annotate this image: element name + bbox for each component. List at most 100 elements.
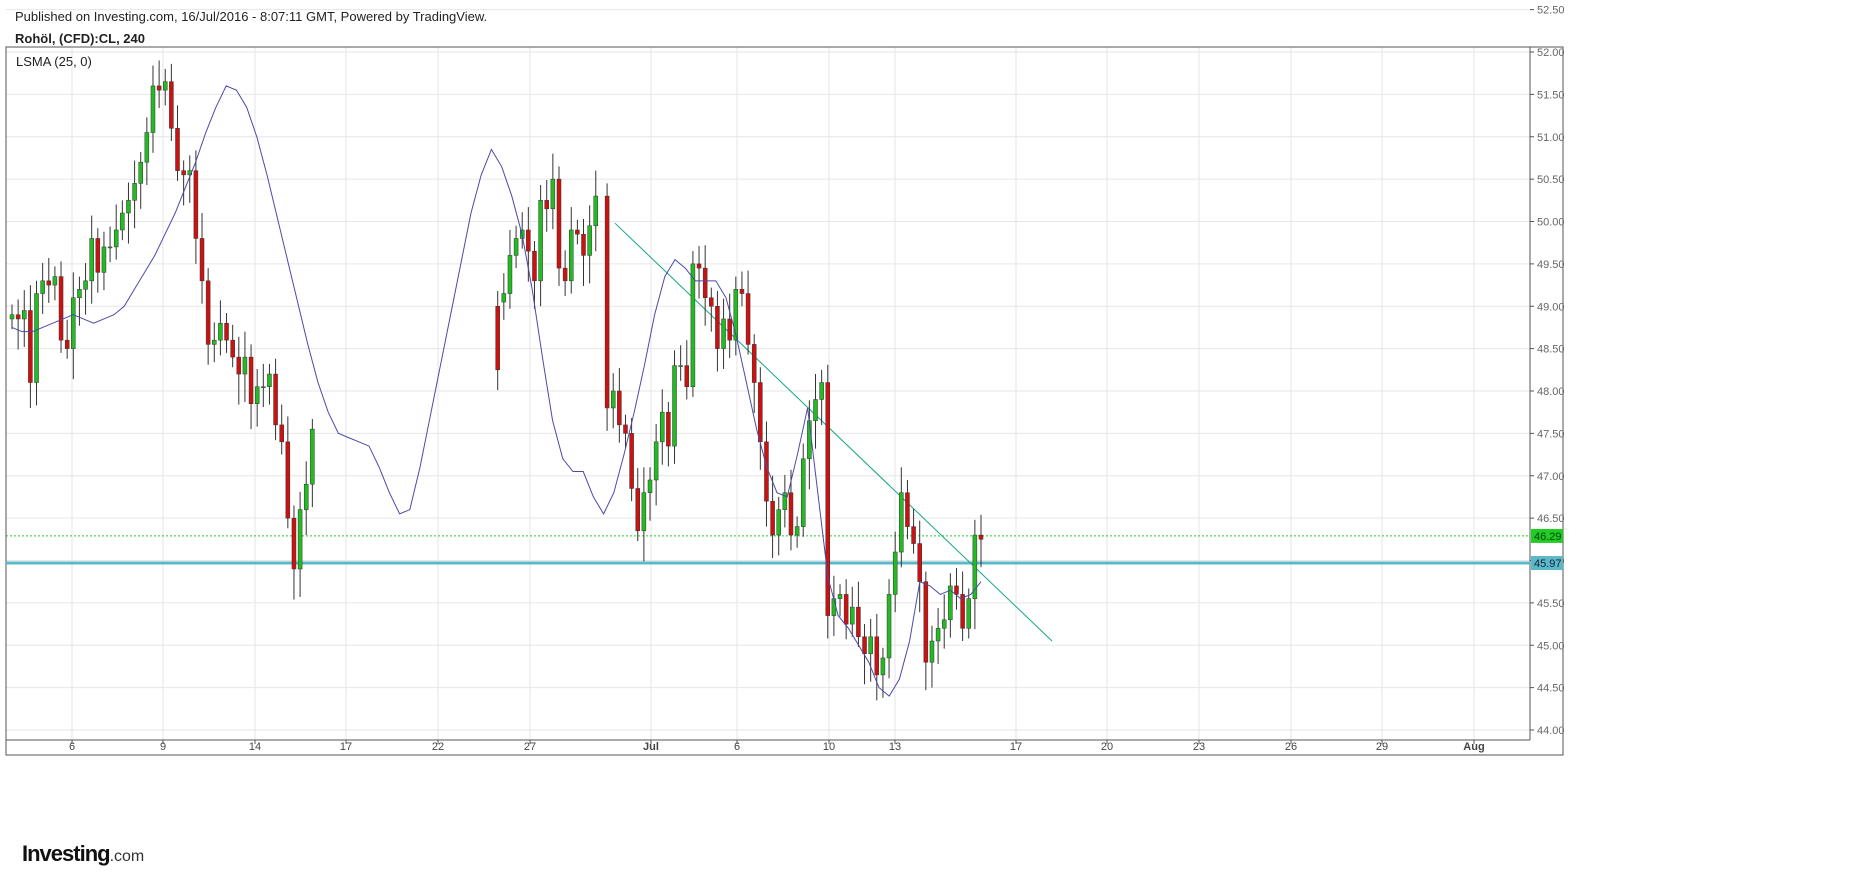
candle[interactable] [120,200,125,241]
candle[interactable] [593,170,599,252]
candle[interactable] [156,60,162,108]
candle[interactable] [800,443,806,537]
candle[interactable] [71,272,76,380]
candle[interactable] [132,160,137,229]
candle[interactable] [721,298,726,369]
candle[interactable] [653,424,659,506]
candle[interactable] [22,290,27,347]
candle[interactable] [126,182,131,244]
candle[interactable] [279,404,284,455]
candle[interactable] [739,271,745,307]
candle[interactable] [972,519,978,630]
candle[interactable] [948,573,953,638]
candle[interactable] [495,290,500,391]
candle[interactable] [850,586,855,637]
candle[interactable] [575,219,580,245]
candle[interactable] [905,479,910,540]
candle[interactable] [113,204,119,260]
candle[interactable] [144,117,150,186]
candle[interactable] [138,152,143,209]
candle[interactable] [64,319,70,359]
candle[interactable] [569,207,574,294]
candle[interactable] [745,270,751,355]
candle[interactable] [181,160,186,206]
investing-logo[interactable]: Investing.com [22,841,144,867]
candle[interactable] [230,324,235,368]
candle[interactable] [101,231,107,291]
candle[interactable] [236,336,242,405]
candle[interactable] [715,290,720,372]
candle[interactable] [58,261,64,353]
candle[interactable] [819,369,824,425]
candle[interactable] [538,185,543,307]
candle[interactable] [205,268,211,365]
candle[interactable] [9,304,15,330]
candle[interactable] [966,588,971,639]
candle[interactable] [935,607,941,664]
candle[interactable] [224,313,229,353]
candle[interactable] [641,467,647,562]
candle[interactable] [696,246,702,299]
candle[interactable] [501,273,507,320]
candle[interactable] [635,468,640,542]
candle[interactable] [303,461,309,536]
candle[interactable] [978,514,984,568]
candle[interactable] [550,153,556,230]
candle[interactable] [28,285,33,408]
candle[interactable] [892,531,898,613]
candle[interactable] [212,322,217,363]
candle[interactable] [83,263,88,315]
candle[interactable] [794,516,800,548]
candle[interactable] [843,579,849,640]
candle[interactable] [507,229,513,309]
candle[interactable] [581,218,586,286]
candle[interactable] [923,571,929,691]
candle[interactable] [660,389,665,465]
candle[interactable] [261,363,266,408]
candle[interactable] [248,344,254,430]
candle[interactable] [886,579,892,679]
candle[interactable] [764,421,769,527]
candle[interactable] [34,280,39,406]
candle[interactable] [46,257,52,303]
candle[interactable] [899,467,904,568]
candle[interactable] [954,568,959,610]
candle[interactable] [291,505,297,600]
candle[interactable] [666,402,671,467]
candle[interactable] [175,105,180,181]
candle[interactable] [929,625,935,688]
candle[interactable] [89,215,94,304]
trendline[interactable] [614,222,1053,642]
candle[interactable] [837,584,843,617]
candle[interactable] [544,179,549,232]
candle[interactable] [868,618,873,682]
candle[interactable] [758,367,763,470]
candle[interactable] [562,250,568,297]
candle[interactable] [95,228,101,293]
candle[interactable] [782,474,788,528]
candle[interactable] [709,287,714,332]
candle[interactable] [556,166,562,286]
candle[interactable] [672,350,677,464]
candle[interactable] [242,331,248,403]
candle[interactable] [678,345,683,381]
candle[interactable] [169,63,174,141]
lsma-line[interactable] [11,85,982,697]
candle[interactable] [617,368,622,443]
candle[interactable] [813,374,818,449]
candle[interactable] [40,263,45,314]
candle[interactable] [770,475,775,558]
candle[interactable] [825,364,831,639]
candle[interactable] [254,368,260,427]
candle[interactable] [917,520,922,613]
candle[interactable] [162,68,168,106]
candle[interactable] [960,571,965,642]
candle[interactable] [751,334,757,414]
candle[interactable] [273,358,278,441]
candle[interactable] [199,213,205,304]
candle[interactable] [52,266,58,301]
candle[interactable] [610,373,616,429]
candle[interactable] [727,293,732,358]
candle[interactable] [733,276,739,356]
